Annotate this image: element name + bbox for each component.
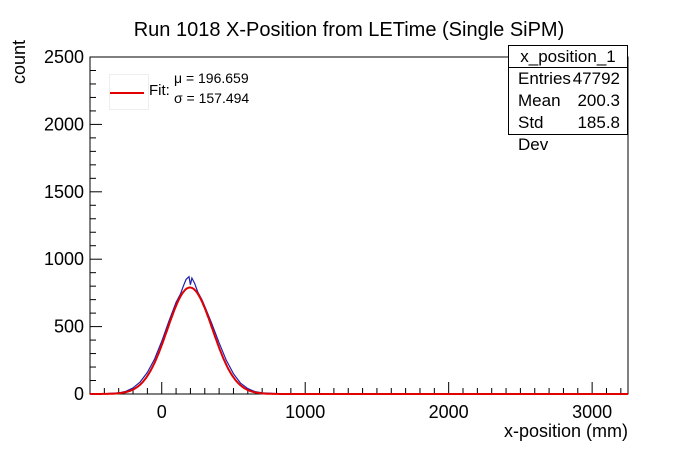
y-tick-label: 1500 [44,182,84,202]
legend-sigma: σ = 157.494 [174,90,250,106]
stats-name: x_position_1 [509,46,627,68]
fit-legend: Fit: μ = 196.659 σ = 157.494 [107,70,267,112]
stats-value: 47792 [572,69,620,88]
legend-swatch [110,92,144,94]
stats-label: Std Dev [518,113,549,154]
y-tick-label: 500 [54,317,84,337]
stats-label: Entries [518,69,571,88]
stats-label: Mean [518,91,561,110]
x-tick-label: 2000 [429,402,469,422]
stats-value: 185.8 [577,113,620,132]
y-tick-label: 2000 [44,114,84,134]
legend-swatch-box [109,74,149,110]
stats-row-mean: Mean 200.3 [509,90,627,112]
stats-row-stddev: Std Dev 185.8 [509,112,627,154]
fit-curve [90,286,628,395]
legend-label: Fit: [149,82,170,99]
y-tick-label: 0 [74,384,84,404]
chart-title: Run 1018 X-Position from LETime (Single … [133,19,565,41]
x-tick-label: 0 [157,402,167,422]
x-tick-label: 3000 [572,402,612,422]
y-tick-label: 1000 [44,249,84,269]
stats-row-entries: Entries 47792 [509,68,627,90]
stats-box: x_position_1 Entries 47792 Mean 200.3 St… [508,45,628,154]
legend-mu: μ = 196.659 [174,70,249,86]
axis-ticks: 0 1000 2000 3000 0 500 1000 1500 2000 2500 [44,47,622,422]
x-tick-label: 1000 [285,402,325,422]
y-axis-label: count [9,39,29,84]
y-tick-label: 2500 [44,47,84,67]
stats-value: 200.3 [577,91,620,110]
x-axis-label: x-position (mm) [503,421,628,441]
